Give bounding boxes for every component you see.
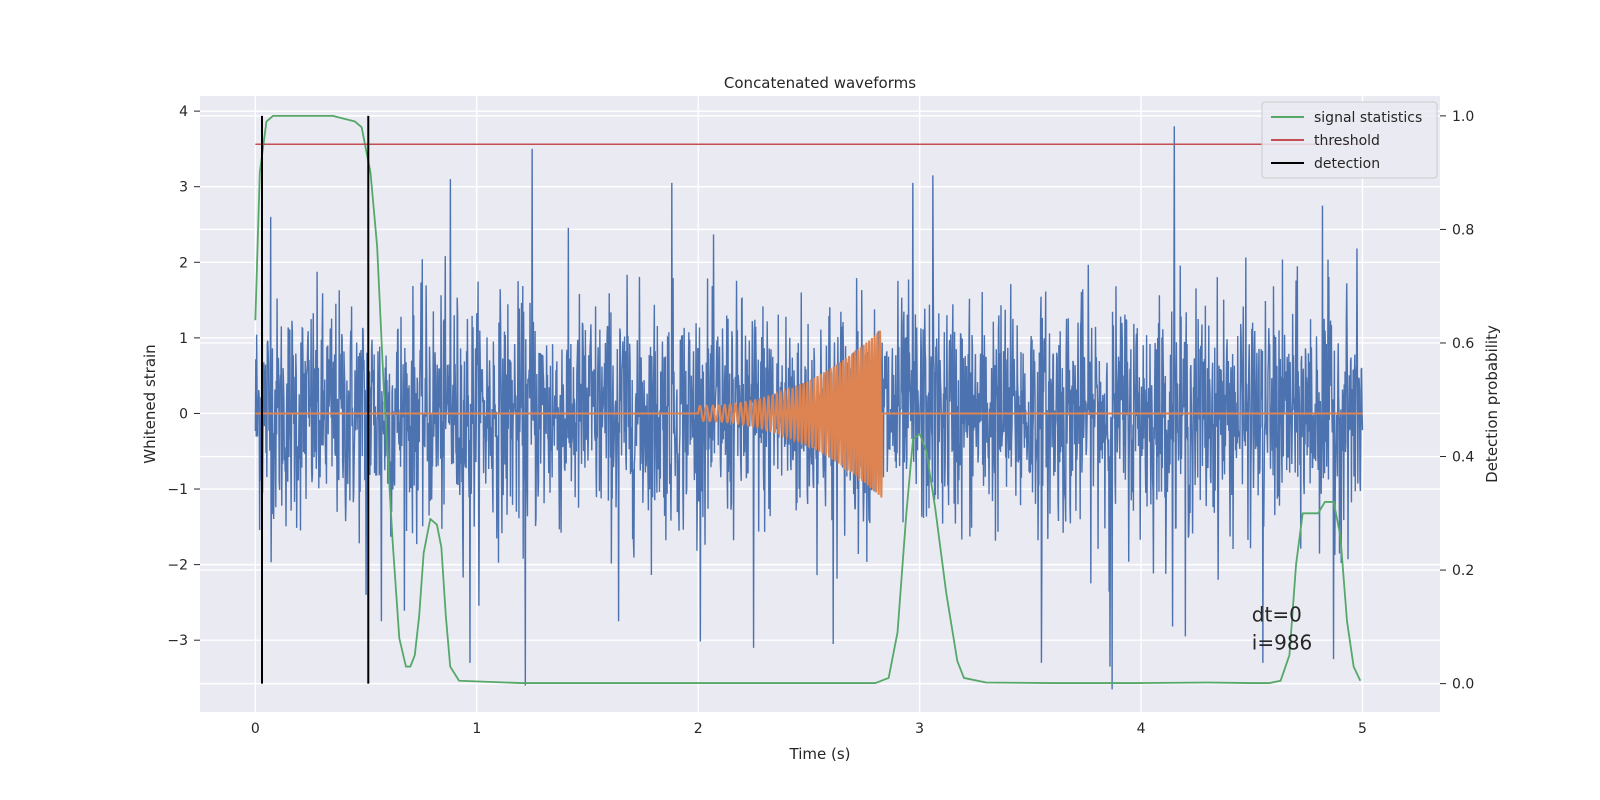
annotation-text: i=986 — [1252, 630, 1313, 654]
chirp-line — [255, 330, 1363, 498]
y-tick-label: 0 — [179, 406, 188, 422]
y2-tick-label: 0.2 — [1452, 563, 1474, 579]
x-axis-label: Time (s) — [789, 745, 851, 763]
y2-axis-label: Detection probability — [1483, 325, 1501, 483]
y2-tick-label: 1.0 — [1452, 109, 1474, 125]
y-tick-label: 4 — [179, 104, 188, 120]
legend-label: threshold — [1314, 133, 1380, 149]
legend-label: detection — [1314, 156, 1380, 172]
legend-label: signal statistics — [1314, 110, 1422, 126]
y2-tick-label: 0.0 — [1452, 677, 1474, 693]
y-tick-label: −2 — [167, 558, 188, 574]
y-tick-label: −1 — [167, 482, 188, 498]
annotation-text: dt=0 — [1252, 602, 1302, 626]
x-tick-label: 1 — [472, 721, 481, 737]
ticks: 0 1 2 3 4 5 4 3 2 1 0 −1 −2 −3 1.0 0.8 0.6 0.4 0.2 0.0 — [167, 104, 1474, 737]
x-tick-label: 0 — [251, 721, 260, 737]
y2-tick-label: 0.6 — [1452, 336, 1474, 352]
y2-tick-label: 0.8 — [1452, 222, 1474, 238]
y2-tick-label: 0.4 — [1452, 450, 1474, 466]
annotations: dt=0 i=986 — [1252, 602, 1313, 654]
y-tick-label: 3 — [179, 180, 188, 196]
y-tick-label: 1 — [179, 331, 188, 347]
y-axis-label: Whitened strain — [141, 344, 159, 463]
signal-statistics-line — [254, 114, 1362, 684]
legend: signal statistics threshold detection — [1261, 101, 1438, 179]
legend-box — [1261, 101, 1438, 179]
x-tick-label: 5 — [1358, 721, 1367, 737]
chart-title: Concatenated waveforms — [724, 74, 916, 92]
x-tick-label: 4 — [1137, 721, 1146, 737]
x-tick-label: 3 — [915, 721, 924, 737]
x-tick-label: 2 — [694, 721, 703, 737]
series-layer — [254, 114, 1364, 690]
y-tick-label: 2 — [179, 255, 188, 271]
y-tick-label: −3 — [167, 633, 188, 649]
